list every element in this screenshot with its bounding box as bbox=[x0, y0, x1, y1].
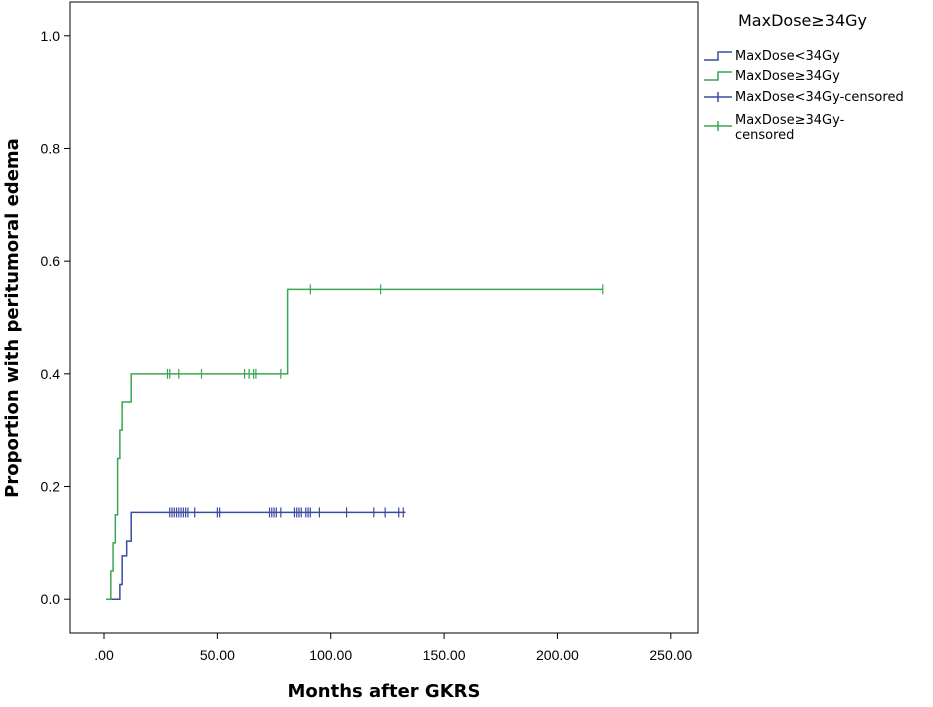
legend-symbol-maxdose-ge-34-censored bbox=[704, 121, 732, 131]
legend-entry-line-1: MaxDose≥34Gy- bbox=[735, 113, 845, 128]
legend-symbol-maxdose-ge-34 bbox=[704, 71, 732, 81]
y-tick-label: 0.0 bbox=[41, 591, 61, 607]
y-tick-label: 1.0 bbox=[41, 28, 61, 44]
x-tick-label: .00 bbox=[94, 647, 114, 663]
legend-symbol-maxdose-lt-34 bbox=[704, 51, 732, 61]
legend: MaxDose≥34Gy MaxDose<34Gy MaxDose≥34Gy M… bbox=[704, 11, 904, 143]
x-axis-title: Months after GKRS bbox=[288, 681, 481, 702]
x-tick-label: 250.00 bbox=[649, 647, 692, 663]
plot-frame bbox=[69, 1, 699, 634]
legend-entry-maxdose-lt-34-censored: MaxDose<34Gy-censored bbox=[735, 90, 904, 105]
series-layer bbox=[106, 284, 604, 600]
x-tick-label: 150.00 bbox=[423, 647, 466, 663]
legend-symbol-maxdose-lt-34-censored bbox=[704, 92, 732, 102]
y-axis: 0.0 0.2 0.4 0.6 0.8 1.0 bbox=[41, 28, 70, 607]
x-axis: .00 50.00 100.00 150.00 200.00 250.00 bbox=[94, 633, 692, 663]
x-tick-label: 100.00 bbox=[309, 647, 352, 663]
y-axis-title: Proportion with peritumoral edema bbox=[2, 138, 23, 498]
y-tick-label: 0.6 bbox=[41, 253, 61, 269]
series-line-0 bbox=[106, 511, 406, 600]
y-tick-label: 0.8 bbox=[41, 140, 61, 156]
y-tick-label: 0.4 bbox=[41, 366, 61, 382]
y-tick-label: 0.2 bbox=[41, 479, 61, 495]
x-tick-label: 200.00 bbox=[536, 647, 579, 663]
legend-title: MaxDose≥34Gy bbox=[738, 11, 867, 30]
legend-entry-maxdose-lt-34: MaxDose<34Gy bbox=[735, 49, 840, 64]
x-tick-label: 50.00 bbox=[200, 647, 235, 663]
series-line-1 bbox=[106, 288, 603, 600]
legend-entry-maxdose-ge-34-censored: MaxDose≥34Gy- censored bbox=[735, 113, 848, 143]
legend-entry-maxdose-ge-34: MaxDose≥34Gy bbox=[735, 69, 840, 84]
legend-entry-line-2: censored bbox=[735, 128, 794, 143]
